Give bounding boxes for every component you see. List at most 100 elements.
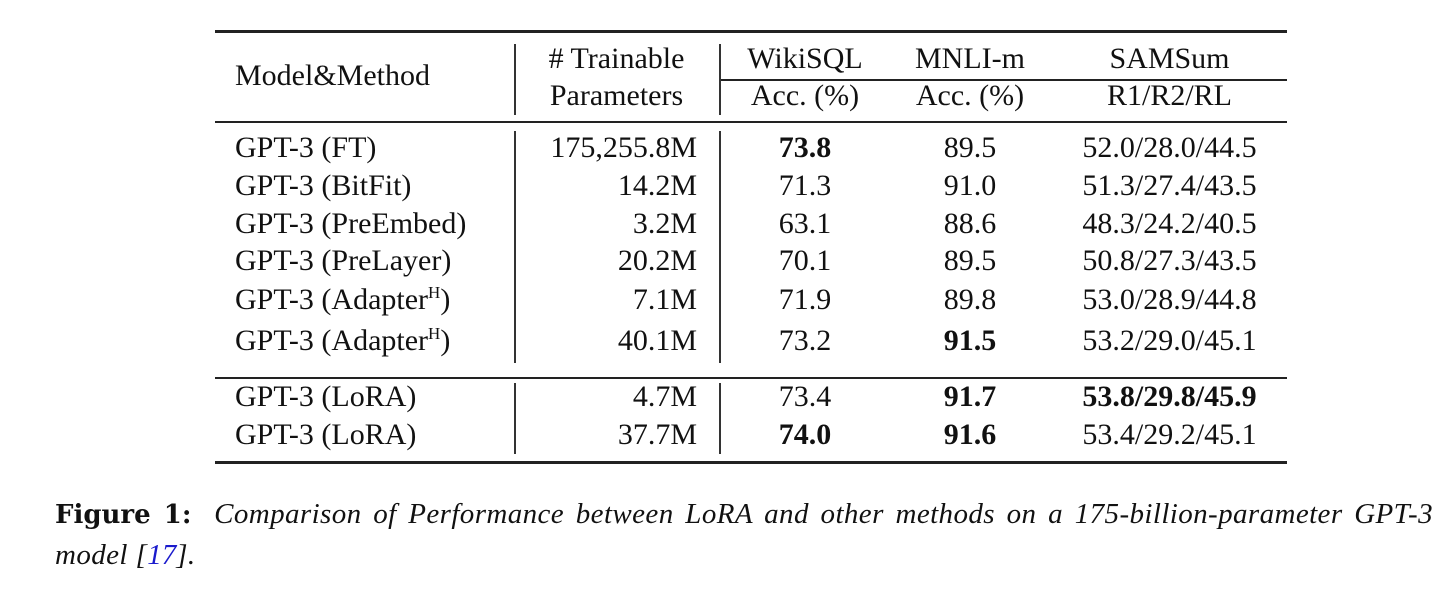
- header-samsum: SAMSum: [1109, 42, 1230, 75]
- cell-mnli: 91.6: [888, 416, 1052, 454]
- cell-samsum: 53.4/29.2/45.1: [1052, 416, 1287, 454]
- cell-text: GPT-3 (Adapter: [235, 283, 429, 316]
- header-wikisql-metric: Acc. (%): [750, 79, 860, 112]
- cell-wikisql: 70.1: [719, 242, 891, 280]
- citation-link[interactable]: 17: [147, 539, 177, 571]
- cell-text: 91.0: [943, 169, 997, 202]
- cell-text: 52.0/28.0/44.5: [1082, 131, 1257, 164]
- cell-wikisql: 71.3: [719, 167, 891, 205]
- cell-model: GPT-3 (LoRA): [235, 378, 515, 416]
- cell-text: GPT-3 (PreEmbed): [235, 207, 467, 240]
- cell-samsum: 52.0/28.0/44.5: [1052, 129, 1287, 167]
- cell-text: GPT-3 (PreLayer): [235, 244, 452, 277]
- cell-model: GPT-3 (BitFit): [235, 167, 515, 205]
- cell-text: 89.5: [943, 131, 997, 164]
- header-mnli-metric: Acc. (%): [915, 79, 1025, 112]
- caption-label: Figure 1:: [55, 500, 192, 530]
- cell-params: 20.2M: [514, 242, 697, 280]
- cell-text: 53.0/28.9/44.8: [1082, 283, 1257, 316]
- top-rule: [215, 30, 1287, 33]
- divider: [719, 131, 721, 363]
- cell-model: GPT-3 (FT): [235, 129, 515, 167]
- cell-mnli: 88.6: [888, 205, 1052, 243]
- cell-samsum: 48.3/24.2/40.5: [1052, 205, 1287, 243]
- cell-text: 51.3/27.4/43.5: [1082, 169, 1257, 202]
- cell-text: 63.1: [778, 207, 832, 240]
- cell-samsum: 51.3/27.4/43.5: [1052, 167, 1287, 205]
- cell-params: 14.2M: [514, 167, 697, 205]
- cell-text: 53.8/29.8/45.9: [1082, 380, 1257, 413]
- cell-text: 50.8/27.3/43.5: [1082, 244, 1257, 277]
- cell-text: GPT-3 (LoRA): [235, 418, 417, 451]
- cell-params: 40.1M: [514, 322, 697, 360]
- cell-text: 71.9: [778, 283, 832, 316]
- cell-text: 73.8: [778, 131, 832, 164]
- cell-model: GPT-3 (PreEmbed): [235, 205, 515, 243]
- cell-params: 7.1M: [514, 281, 697, 319]
- cell-text: 89.5: [943, 244, 997, 277]
- bottom-rule: [215, 461, 1287, 464]
- cell-text: 20.2M: [617, 244, 697, 277]
- cell-params: 4.7M: [514, 378, 697, 416]
- cell-text: 71.3: [778, 169, 832, 202]
- cell-text: GPT-3 (Adapter: [235, 324, 429, 357]
- caption-end: ].: [176, 539, 196, 571]
- header-params-top: # Trainable: [548, 42, 685, 75]
- cell-wikisql: 63.1: [719, 205, 891, 243]
- divider: [719, 44, 721, 115]
- cell-mnli: 91.0: [888, 167, 1052, 205]
- cell-mnli: 89.5: [888, 242, 1052, 280]
- cell-params: 37.7M: [514, 416, 697, 454]
- divider: [514, 383, 516, 454]
- cell-wikisql: 71.9: [719, 281, 891, 319]
- cell-mnli: 91.7: [888, 378, 1052, 416]
- cell-text: 53.4/29.2/45.1: [1082, 418, 1257, 451]
- cell-text: 7.1M: [632, 283, 697, 316]
- header-model: Model&Method: [235, 59, 430, 92]
- figure-caption: Figure 1: Comparison of Performance betw…: [55, 494, 1433, 575]
- cell-text: 91.6: [943, 418, 997, 451]
- header-subrule: [719, 79, 1287, 81]
- header-wikisql: WikiSQL: [747, 42, 863, 75]
- superscript: H: [428, 283, 441, 302]
- cell-wikisql: 73.2: [719, 322, 891, 360]
- header-samsum-metric: R1/R2/RL: [1106, 79, 1233, 112]
- cell-text: 70.1: [778, 244, 832, 277]
- header-mnli: MNLI-m: [915, 42, 1025, 75]
- divider: [719, 383, 721, 454]
- cell-model: GPT-3 (PreLayer): [235, 242, 515, 280]
- cell-text: GPT-3 (LoRA): [235, 380, 417, 413]
- cell-mnli: 91.5: [888, 322, 1052, 360]
- cell-text: 89.8: [943, 283, 997, 316]
- cell-model: GPT-3 (LoRA): [235, 416, 515, 454]
- header-params-bottom: Parameters: [549, 79, 684, 112]
- cell-samsum: 53.2/29.0/45.1: [1052, 322, 1287, 360]
- cell-text: 40.1M: [617, 324, 697, 357]
- cell-text: 175,255.8M: [550, 131, 697, 164]
- header-rule: [215, 121, 1287, 123]
- cell-text: 3.2M: [632, 207, 697, 240]
- cell-text: 48.3/24.2/40.5: [1082, 207, 1257, 240]
- cell-text: 53.2/29.0/45.1: [1082, 324, 1257, 357]
- cell-samsum: 50.8/27.3/43.5: [1052, 242, 1287, 280]
- cell-text: 4.7M: [632, 380, 697, 413]
- cell-samsum: 53.8/29.8/45.9: [1052, 378, 1287, 416]
- divider: [514, 131, 516, 363]
- cell-mnli: 89.8: [888, 281, 1052, 319]
- cell-mnli: 89.5: [888, 129, 1052, 167]
- cell-text: GPT-3 (FT): [235, 131, 377, 164]
- cell-model: GPT-3 (AdapterH): [235, 324, 451, 357]
- superscript: H: [428, 324, 441, 343]
- cell-samsum: 53.0/28.9/44.8: [1052, 281, 1287, 319]
- lora-separator-rule: [215, 377, 1287, 379]
- cell-params: 175,255.8M: [514, 129, 697, 167]
- cell-text: 91.5: [943, 324, 997, 357]
- cell-wikisql: 74.0: [719, 416, 891, 454]
- cell-text: 14.2M: [617, 169, 697, 202]
- cell-model: GPT-3 (AdapterH): [235, 283, 451, 316]
- cell-text: 91.7: [943, 380, 997, 413]
- divider: [514, 44, 516, 115]
- cell-text: GPT-3 (BitFit): [235, 169, 412, 202]
- cell-text: 74.0: [778, 418, 832, 451]
- cell-text: 73.2: [778, 324, 832, 357]
